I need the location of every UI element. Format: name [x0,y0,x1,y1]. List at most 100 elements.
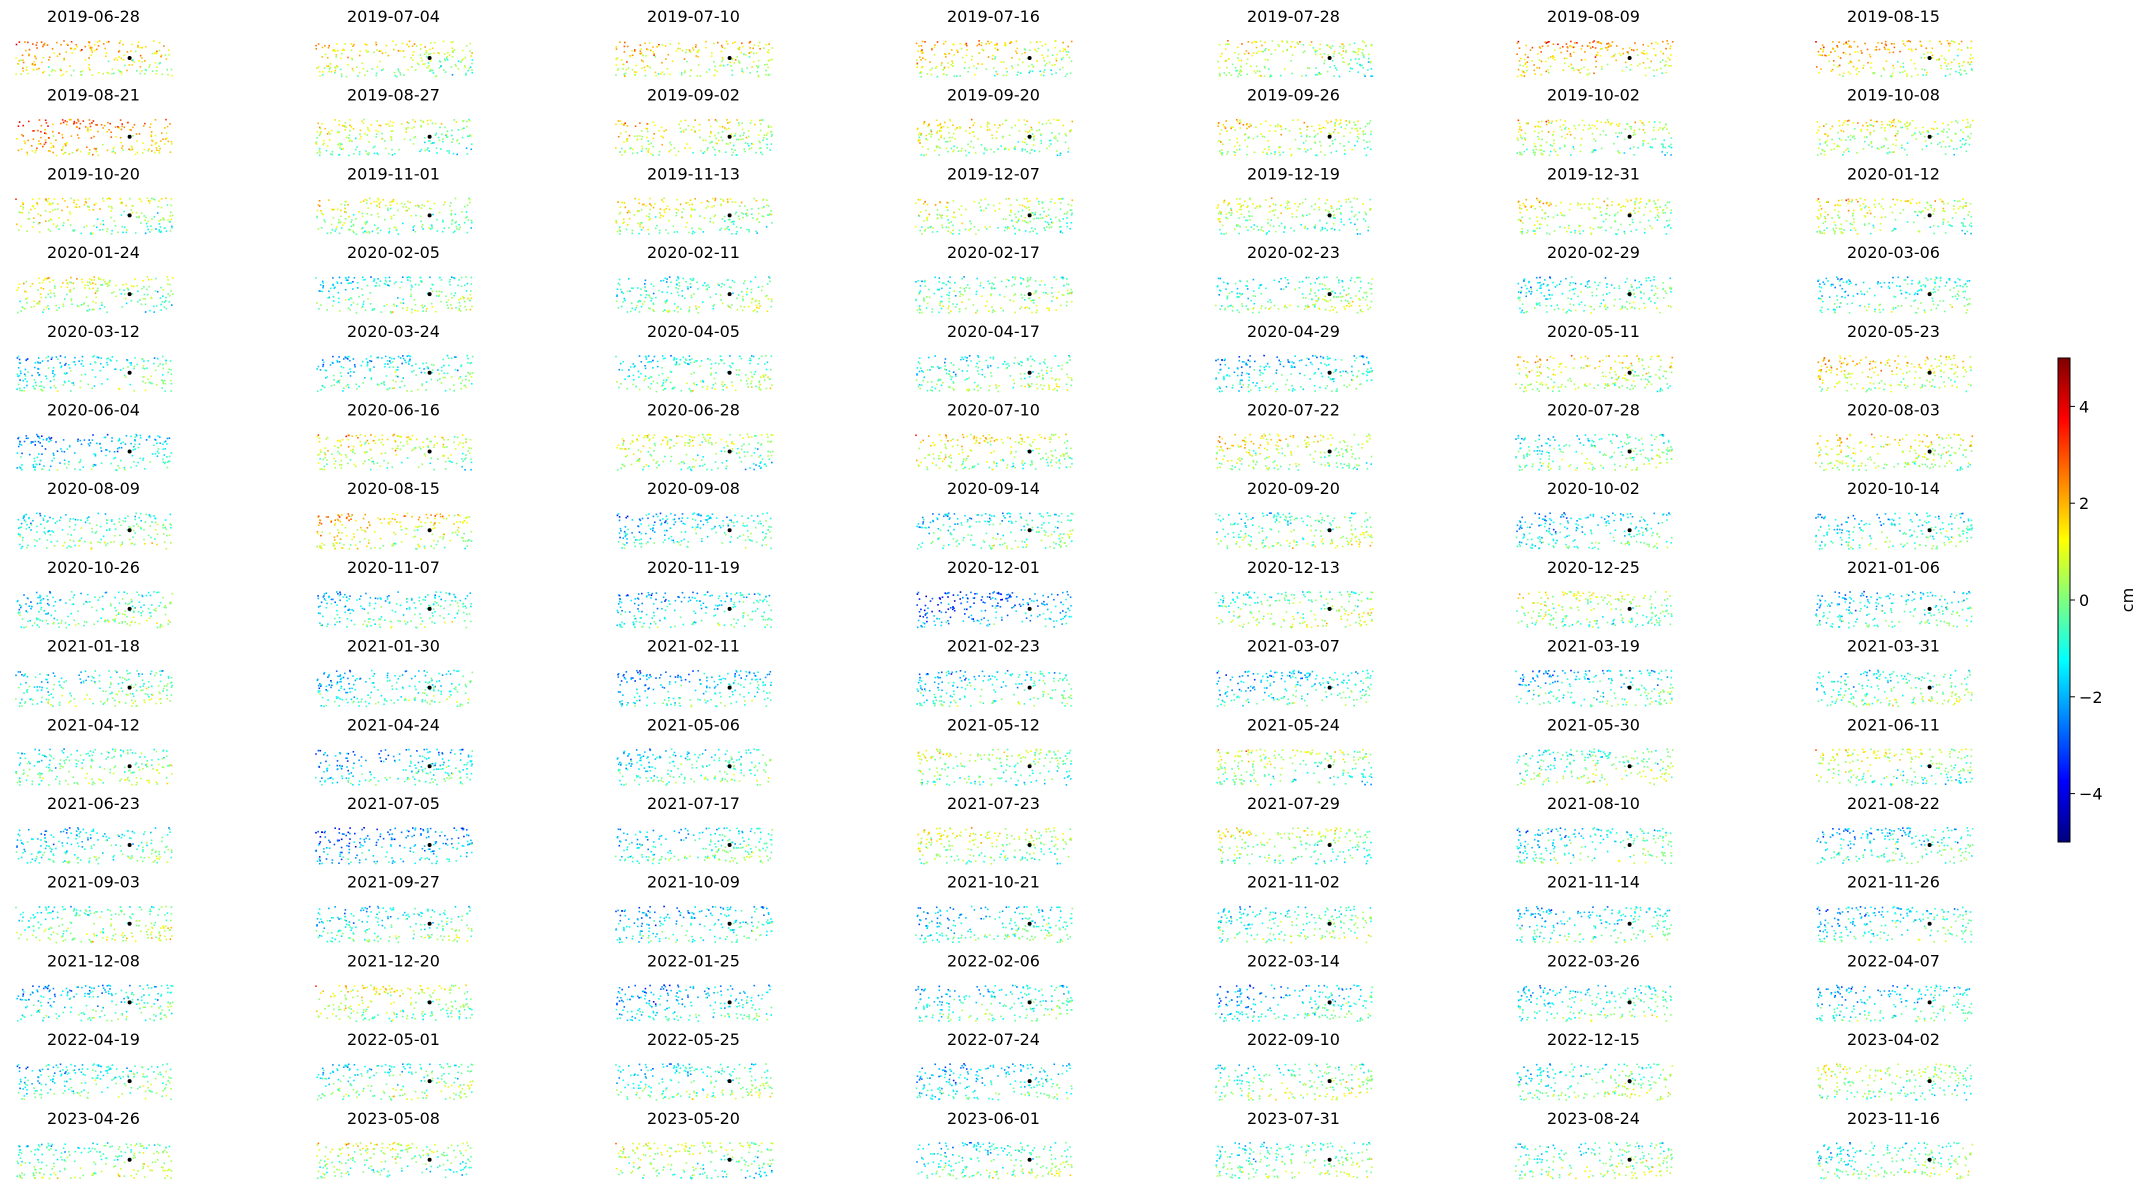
data-point [1592,228,1595,230]
data-point [681,216,683,219]
data-point [1547,215,1549,218]
data-point [1831,217,1833,219]
data-point [369,303,372,305]
data-point [1845,220,1848,222]
data-point [1648,121,1650,123]
data-point [1883,46,1886,49]
data-point [751,213,753,215]
data-point [440,123,443,125]
data-point [362,303,365,305]
data-point [364,198,367,201]
data-point [131,148,134,151]
data-point [1551,120,1553,123]
data-point [424,305,426,307]
data-point [1023,197,1026,200]
data-point [1571,67,1573,69]
data-point [729,121,731,123]
data-point [1822,222,1825,225]
data-point [942,125,945,128]
data-point [1663,226,1666,229]
data-point [683,58,686,60]
data-point [1249,219,1251,221]
data-point [938,138,940,141]
data-point [393,71,396,74]
data-point [1867,125,1869,128]
data-point [1240,70,1243,73]
data-point [623,218,625,221]
data-point [677,47,679,50]
data-point [156,212,159,214]
data-point [150,296,152,299]
data-point [470,283,473,285]
data-point [1869,55,1872,58]
data-point [1600,48,1602,50]
data-point [355,233,358,235]
data-point [1902,43,1905,45]
data-point [419,150,421,153]
data-point [1318,73,1321,76]
data-point [399,286,401,289]
data-point [61,148,64,150]
data-point [1521,137,1523,140]
data-point [1914,132,1916,134]
data-point [367,298,369,300]
data-point [1274,151,1276,153]
data-point [1318,208,1321,211]
data-point [1882,67,1885,70]
data-point [986,123,989,126]
data-point [402,205,404,208]
data-point [1519,153,1521,156]
data-point [1970,132,1972,135]
data-point [430,224,433,226]
data-point [690,294,693,297]
data-point [639,300,642,302]
data-point [392,40,394,42]
data-point [1893,118,1895,121]
data-point [462,297,465,300]
data-point [90,233,93,235]
panel-title: 2019-10-02 [1547,86,1640,105]
data-point [151,70,154,72]
data-point [675,214,678,217]
data-point [1332,55,1335,58]
data-point [1306,129,1308,131]
data-point [340,227,343,229]
data-point [62,282,64,284]
data-point [1639,63,1641,65]
data-point [722,64,725,67]
data-point [1925,47,1928,49]
data-point [1662,127,1664,130]
data-point [980,44,983,47]
data-point [459,297,462,300]
data-point [1847,40,1850,42]
data-point [1649,146,1652,148]
data-point [52,130,54,133]
data-point [721,282,723,285]
data-point [1236,46,1239,49]
data-point [930,135,932,138]
data-point [414,205,417,207]
data-point [1669,47,1671,50]
data-point [1547,69,1549,71]
data-point [1874,199,1876,202]
data-point [153,216,156,218]
data-point [1245,219,1247,222]
panel-points [16,118,173,157]
data-point [981,48,984,51]
data-point [762,139,764,141]
data-point [1670,137,1673,139]
data-point [1249,65,1252,68]
data-point [1521,232,1523,235]
data-point [985,207,987,209]
data-point [328,131,330,133]
data-point [1966,46,1969,49]
data-point [690,209,693,211]
data-point [1651,146,1653,149]
data-point [364,221,366,224]
data-point [725,128,728,131]
data-point [1818,201,1821,203]
data-point [1819,54,1822,56]
data-point [716,120,718,123]
data-point [1620,209,1622,212]
data-point [1239,70,1241,73]
